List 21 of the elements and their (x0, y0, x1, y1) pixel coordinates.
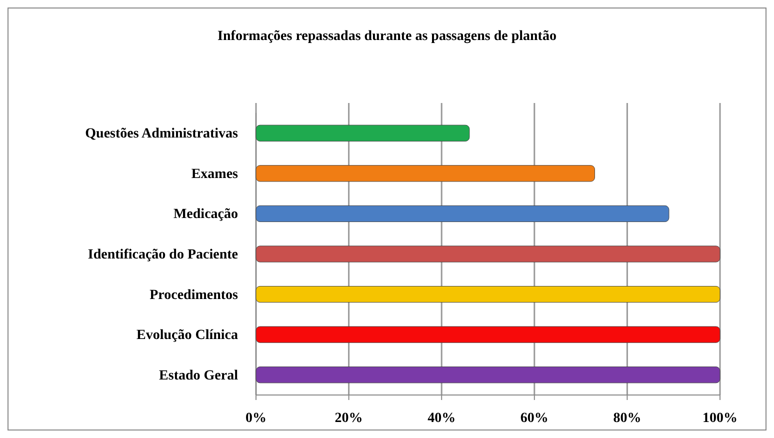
y-tick-label: Procedimentos (150, 288, 239, 303)
y-tick-label: Exames (191, 166, 239, 182)
y-tick-label: Identificação do Paciente (88, 247, 238, 262)
y-tick-label: Questões Administrativas (85, 126, 239, 142)
bar (256, 366, 720, 384)
bar (256, 205, 670, 222)
x-tick-label: 60% (520, 410, 548, 426)
x-tick-label: 100% (702, 410, 738, 426)
x-tick-label: 80% (613, 410, 642, 426)
chart-title: Informações repassadas durante as passagens de plantão (218, 29, 556, 44)
bar (256, 326, 720, 343)
x-tick-label: 20% (334, 410, 363, 426)
y-tick-label: Estado Geral (159, 368, 238, 384)
x-tick-label: 40% (428, 410, 456, 426)
y-tick-label: Evolução Clínica (136, 328, 238, 344)
bar (256, 286, 720, 303)
y-tick-label: Medicação (173, 207, 238, 222)
x-tick-label: 0% (246, 410, 266, 426)
bar (256, 124, 470, 142)
bar (256, 246, 720, 262)
bar (256, 165, 595, 182)
